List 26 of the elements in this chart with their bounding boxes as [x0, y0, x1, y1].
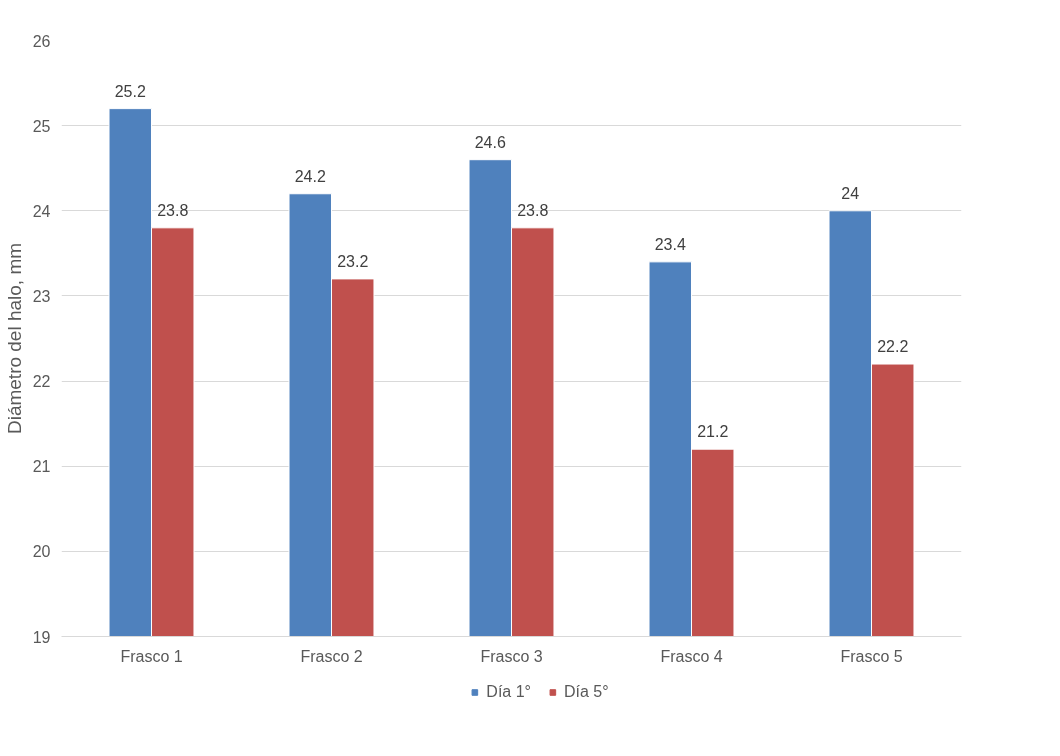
- legend-label: Día 5°: [564, 683, 609, 701]
- y-tick-label: 20: [32, 543, 51, 561]
- y-tick-label: 26: [32, 32, 51, 50]
- data-label: 24.6: [474, 133, 506, 151]
- legend-label: Día 1°: [486, 683, 531, 701]
- y-axis-title: Diámetro del halo, mm: [3, 242, 25, 435]
- y-tick-label: 22: [32, 373, 51, 391]
- x-tick-label: Frasco 1: [120, 647, 183, 665]
- data-label: 21.2: [697, 423, 729, 441]
- x-tick-label: Frasco 5: [840, 647, 903, 665]
- data-label: 24: [841, 184, 860, 202]
- data-label: 22.2: [877, 338, 909, 356]
- data-label: 23.4: [654, 235, 686, 253]
- data-label: 25.2: [114, 82, 146, 100]
- y-tick-label: 21: [32, 458, 51, 476]
- y-tick-label: 25: [32, 117, 51, 135]
- data-label: 23.8: [157, 201, 189, 219]
- y-tick-label: 23: [32, 287, 51, 305]
- y-tick-label: 19: [32, 628, 51, 646]
- x-tick-label: Frasco 2: [300, 647, 363, 665]
- data-label: 23.8: [517, 201, 549, 219]
- data-label: 23.2: [337, 252, 369, 270]
- data-label: 24.2: [294, 167, 326, 185]
- x-tick-label: Frasco 3: [480, 647, 543, 665]
- x-tick-label: Frasco 4: [660, 647, 723, 665]
- y-tick-label: 24: [32, 202, 51, 220]
